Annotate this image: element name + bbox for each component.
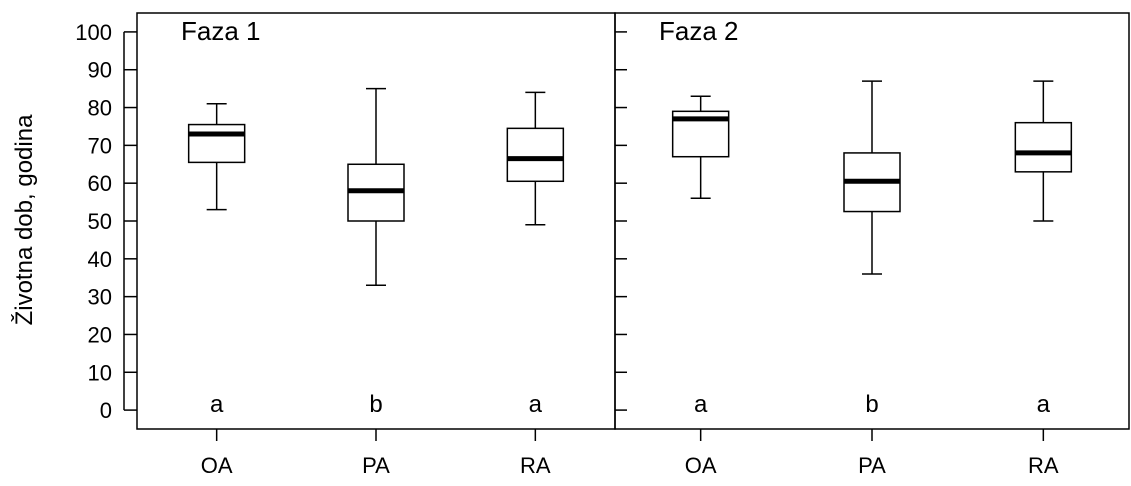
y-tick-label: 80 bbox=[88, 96, 112, 121]
box-pa: b PA bbox=[843, 80, 901, 478]
box-pa: b PA bbox=[347, 87, 405, 478]
box-iqr bbox=[1014, 121, 1073, 173]
group-label: a bbox=[529, 391, 543, 418]
x-tick-label: RA bbox=[1028, 453, 1059, 478]
panels: Faza 1 a OA b PA a RA Faza 2 a OA b PA a RA bbox=[136, 12, 1130, 478]
y-tick-label: 60 bbox=[88, 171, 112, 196]
y-tick-label: 100 bbox=[75, 20, 112, 45]
panel-1: Faza 1 a OA b PA a RA bbox=[136, 12, 616, 478]
y-tick-label: 30 bbox=[88, 285, 112, 310]
y-tick-label: 70 bbox=[88, 133, 112, 158]
group-label: b bbox=[369, 391, 382, 418]
box-ra: a RA bbox=[1014, 80, 1073, 478]
x-tick-label: RA bbox=[520, 453, 551, 478]
box-iqr bbox=[506, 127, 565, 183]
y-tick-label: 0 bbox=[100, 398, 112, 423]
y-tick-label: 10 bbox=[88, 360, 112, 385]
y-axis-label: Životna dob, godina bbox=[11, 114, 38, 325]
y-axis: 0 10 20 30 40 50 60 70 80 90 100 bbox=[75, 20, 137, 423]
group-label: a bbox=[210, 391, 224, 418]
y-tick-label: 20 bbox=[88, 322, 112, 347]
box-oa: a OA bbox=[671, 95, 730, 478]
x-tick-label: OA bbox=[201, 453, 233, 478]
box-oa: a OA bbox=[187, 103, 246, 478]
x-tick-label: OA bbox=[685, 453, 717, 478]
x-tick-label: PA bbox=[858, 453, 886, 478]
group-label: a bbox=[1037, 391, 1051, 418]
y-tick-label: 90 bbox=[88, 58, 112, 83]
x-tick-label: PA bbox=[362, 453, 390, 478]
y-tick-label: 50 bbox=[88, 209, 112, 234]
box-iqr bbox=[187, 123, 246, 164]
panel-title: Faza 1 bbox=[181, 16, 261, 46]
group-label: b bbox=[865, 391, 878, 418]
group-label: a bbox=[694, 391, 708, 418]
box-ra: a RA bbox=[506, 91, 565, 478]
panel-title: Faza 2 bbox=[659, 16, 739, 46]
y-tick-label: 40 bbox=[88, 247, 112, 272]
panel-2: Faza 2 a OA b PA a RA bbox=[614, 12, 1130, 478]
